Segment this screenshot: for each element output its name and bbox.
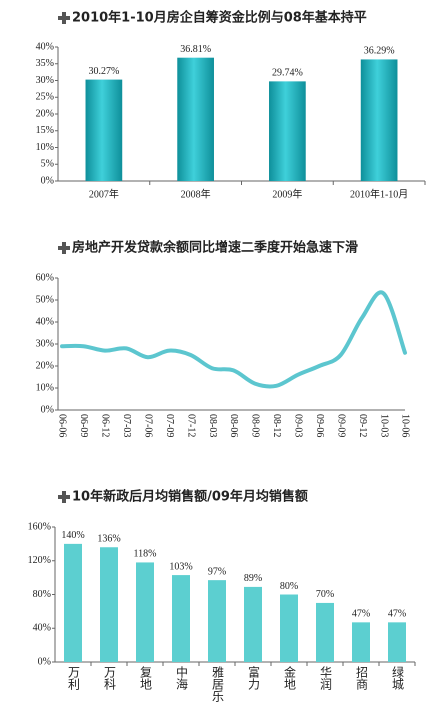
x-tick-label: 招商 bbox=[355, 666, 369, 691]
y-tick-label: 160% bbox=[28, 521, 51, 532]
data-label: 47% bbox=[352, 609, 370, 620]
data-label: 80% bbox=[280, 581, 298, 592]
y-tick-label: 50% bbox=[36, 294, 54, 305]
x-tick-label: 2009年 bbox=[272, 187, 302, 200]
data-label: 118% bbox=[134, 549, 157, 560]
y-tick-label: 40% bbox=[36, 316, 54, 327]
bar bbox=[352, 622, 370, 662]
x-tick-label: 2007年 bbox=[89, 187, 119, 200]
x-tick-label: 10-03 bbox=[378, 414, 389, 437]
x-tick-label: 07-03 bbox=[121, 414, 132, 437]
x-tick-label: 07-12 bbox=[185, 414, 196, 437]
data-label: 36.29% bbox=[364, 46, 395, 57]
bar bbox=[64, 543, 82, 662]
chart-title: 房地产开发贷款余额同比增速二季度开始急速下滑 bbox=[72, 240, 358, 256]
data-label: 136% bbox=[97, 534, 120, 545]
x-tick-label: 07-09 bbox=[164, 414, 175, 437]
x-tick-label: 09-12 bbox=[357, 414, 368, 437]
x-tick-label: 06-06 bbox=[57, 414, 68, 437]
bar bbox=[269, 81, 306, 181]
x-tick-label: 06-12 bbox=[100, 414, 111, 437]
x-tick-label: 万科 bbox=[103, 666, 117, 690]
data-label: 70% bbox=[316, 589, 334, 600]
bar bbox=[280, 594, 298, 662]
y-tick-label: 40% bbox=[33, 623, 51, 634]
x-tick-label: 08-03 bbox=[207, 414, 218, 437]
x-tick-label: 华润 bbox=[319, 666, 333, 690]
y-tick-label: 120% bbox=[28, 555, 51, 566]
x-tick-label: 2008年 bbox=[181, 187, 211, 200]
bar bbox=[85, 79, 123, 181]
bar bbox=[100, 547, 118, 662]
x-tick-label: 09-09 bbox=[335, 414, 346, 437]
data-label: 103% bbox=[169, 561, 192, 572]
y-tick-label: 20% bbox=[36, 108, 54, 119]
x-tick-label: 09-06 bbox=[314, 414, 325, 437]
x-tick-label: 06-09 bbox=[78, 414, 89, 437]
x-tick-label: 08-12 bbox=[271, 414, 282, 437]
x-tick-label: 07-06 bbox=[142, 414, 153, 437]
y-tick-label: 0% bbox=[41, 404, 54, 415]
bar bbox=[360, 59, 398, 182]
data-label: 29.74% bbox=[272, 68, 303, 79]
data-label: 36.81% bbox=[180, 44, 211, 55]
data-label: 97% bbox=[208, 566, 226, 577]
data-label: 47% bbox=[388, 609, 406, 620]
line bbox=[60, 290, 407, 389]
bar bbox=[208, 580, 226, 662]
y-tick-label: 0% bbox=[41, 175, 54, 186]
y-tick-label: 30% bbox=[36, 75, 54, 86]
bar bbox=[172, 575, 190, 662]
x-tick-label: 金地 bbox=[283, 665, 297, 690]
y-tick-label: 25% bbox=[36, 92, 54, 103]
x-tick-label: 复地 bbox=[139, 666, 153, 690]
y-tick-label: 20% bbox=[36, 360, 54, 371]
y-tick-label: 60% bbox=[36, 272, 54, 283]
bar bbox=[136, 562, 154, 662]
x-tick-label: 雅居乐 bbox=[211, 665, 225, 702]
y-tick-label: 35% bbox=[36, 58, 54, 69]
bar bbox=[316, 602, 334, 662]
y-tick-label: 15% bbox=[36, 125, 54, 136]
y-tick-label: 30% bbox=[36, 338, 54, 349]
bar bbox=[388, 622, 406, 662]
x-tick-label: 09-03 bbox=[293, 414, 304, 437]
y-tick-label: 10% bbox=[36, 142, 54, 153]
x-tick-label: 08-06 bbox=[228, 414, 239, 437]
y-tick-label: 5% bbox=[41, 159, 54, 170]
y-tick-label: 0% bbox=[38, 656, 51, 667]
x-tick-label: 绿城 bbox=[391, 665, 405, 691]
chart-title: 10年新政后月均销售额/09年月均销售额 bbox=[72, 489, 308, 505]
y-tick-label: 10% bbox=[36, 382, 54, 393]
x-tick-label: 08-09 bbox=[250, 414, 261, 437]
chart-title: 2010年1-10月房企自筹资金比例与08年基本持平 bbox=[72, 10, 367, 26]
x-tick-label: 2010年1-10月 bbox=[350, 187, 408, 200]
data-label: 89% bbox=[244, 573, 262, 584]
y-tick-label: 40% bbox=[36, 41, 54, 52]
icon bbox=[58, 12, 70, 503]
data-label: 30.27% bbox=[88, 66, 119, 77]
bar bbox=[244, 586, 262, 662]
y-tick-label: 80% bbox=[33, 589, 51, 600]
x-tick-label: 中海 bbox=[175, 665, 189, 690]
bar bbox=[177, 57, 214, 181]
x-tick-label: 富力 bbox=[247, 665, 261, 691]
data-label: 140% bbox=[61, 530, 84, 541]
x-tick-label: 万利 bbox=[67, 666, 81, 690]
x-tick-label: 10-06 bbox=[400, 414, 411, 437]
